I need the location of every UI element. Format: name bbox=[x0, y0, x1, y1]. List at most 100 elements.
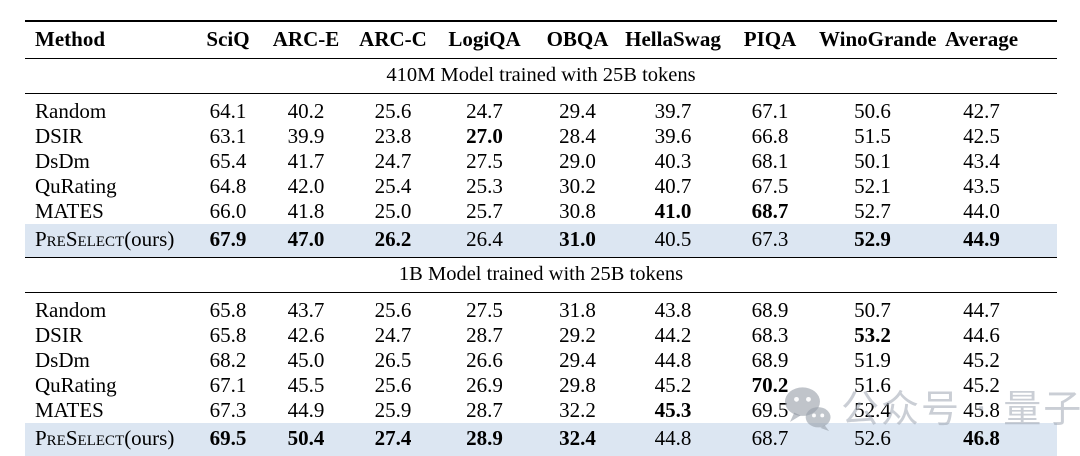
score-cell: 29.0 bbox=[559, 149, 596, 173]
score-cell: 50.1 bbox=[854, 149, 891, 173]
score-cell: 43.5 bbox=[963, 174, 1000, 198]
score-cell: 45.2 bbox=[963, 373, 1000, 397]
score-cell: 67.1 bbox=[209, 373, 247, 397]
score-cell: 42.0 bbox=[287, 174, 325, 198]
score-cell: 43.8 bbox=[654, 298, 692, 322]
score-cell: 28.7 bbox=[466, 398, 503, 422]
score-cell: 45.2 bbox=[963, 348, 1000, 372]
score-cell: 52.7 bbox=[854, 199, 891, 223]
column-header: PIQA bbox=[743, 27, 797, 51]
score-cell: 67.3 bbox=[209, 398, 247, 422]
score-cell: 65.4 bbox=[209, 149, 247, 173]
score-cell: 24.7 bbox=[374, 323, 412, 347]
score-cell: 65.8 bbox=[209, 323, 247, 347]
score-cell: 25.6 bbox=[374, 298, 412, 322]
score-cell: 50.6 bbox=[854, 99, 891, 123]
table-row: Random 65.8 43.7 25.6 27.5 31.8 43.8 68.9 50.7 44… bbox=[25, 293, 1057, 324]
score-cell: 70.2 bbox=[751, 373, 789, 397]
score-cell: 28.9 bbox=[466, 426, 503, 450]
table-row: DsDm 65.4 41.7 24.7 27.5 29.0 40.3 68.1 50.1 43.4 bbox=[25, 149, 1057, 174]
score-cell: 47.0 bbox=[287, 227, 325, 251]
score-cell: 68.9 bbox=[751, 348, 789, 372]
column-header: SciQ bbox=[206, 27, 250, 51]
score-cell: 68.7 bbox=[751, 199, 789, 223]
score-cell: 24.7 bbox=[466, 99, 503, 123]
method-name: QuRating bbox=[35, 174, 117, 198]
score-cell: 44.6 bbox=[963, 323, 1000, 347]
column-header: Average bbox=[944, 27, 1019, 51]
table-row: DSIR 63.1 39.9 23.8 27.0 28.4 39.6 66.8 51.5 42.5 bbox=[25, 124, 1057, 149]
score-cell: 52.4 bbox=[854, 398, 891, 422]
method-cell: MATES bbox=[25, 199, 191, 224]
score-cell: 51.9 bbox=[854, 348, 891, 372]
table-row: PreSelect(ours) 67.9 47.0 26.2 26.4 31.0 40.5 6… bbox=[25, 224, 1057, 258]
method-cell: QuRating bbox=[25, 373, 191, 398]
table-row: MATES 66.0 41.8 25.0 25.7 30.8 41.0 68.7 52.7 44.… bbox=[25, 199, 1057, 224]
score-cell: 26.9 bbox=[466, 373, 503, 397]
score-cell: 25.4 bbox=[374, 174, 412, 198]
score-cell: 65.8 bbox=[209, 298, 247, 322]
score-cell: 27.5 bbox=[466, 298, 503, 322]
score-cell: 52.9 bbox=[854, 227, 891, 251]
score-cell: 44.8 bbox=[654, 348, 692, 372]
score-cell: 25.9 bbox=[374, 398, 412, 422]
method-name: PreSelect bbox=[35, 227, 125, 251]
table-row: PreSelect(ours) 69.5 50.4 27.4 28.9 32.4 44.8 6… bbox=[25, 423, 1057, 456]
score-cell: 43.4 bbox=[963, 149, 1000, 173]
score-cell: 29.4 bbox=[559, 99, 596, 123]
score-cell: 25.6 bbox=[374, 99, 412, 123]
score-cell: 26.2 bbox=[374, 227, 412, 251]
score-cell: 45.5 bbox=[287, 373, 325, 397]
score-cell: 44.2 bbox=[654, 323, 692, 347]
score-cell: 27.4 bbox=[374, 426, 412, 450]
score-cell: 44.8 bbox=[654, 426, 692, 450]
score-cell: 50.4 bbox=[287, 426, 325, 450]
score-cell: 63.1 bbox=[209, 124, 247, 148]
score-cell: 25.7 bbox=[466, 199, 503, 223]
method-cell: MATES bbox=[25, 398, 191, 423]
score-cell: 32.4 bbox=[559, 426, 596, 450]
method-cell: Random bbox=[25, 293, 191, 324]
score-cell: 44.0 bbox=[963, 199, 1000, 223]
score-cell: 40.7 bbox=[654, 174, 692, 198]
table-body: 410M Model trained with 25B tokens Random… bbox=[25, 58, 1057, 456]
score-cell: 28.4 bbox=[559, 124, 596, 148]
method-cell: DSIR bbox=[25, 323, 191, 348]
score-cell: 39.9 bbox=[287, 124, 325, 148]
method-suffix: (ours) bbox=[124, 227, 175, 251]
score-cell: 64.1 bbox=[209, 99, 247, 123]
table-row: Random 64.1 40.2 25.6 24.7 29.4 39.7 67.1 50.6 42… bbox=[25, 94, 1057, 125]
method-name: Random bbox=[35, 298, 107, 322]
method-name: MATES bbox=[35, 398, 104, 422]
score-cell: 29.8 bbox=[559, 373, 596, 397]
method-name: Random bbox=[35, 99, 107, 123]
score-cell: 67.1 bbox=[751, 99, 789, 123]
score-cell: 29.4 bbox=[559, 348, 596, 372]
method-name: PreSelect bbox=[35, 426, 125, 450]
score-cell: 44.9 bbox=[963, 227, 1000, 251]
score-cell: 53.2 bbox=[854, 323, 891, 347]
score-cell: 30.2 bbox=[559, 174, 596, 198]
score-cell: 23.8 bbox=[374, 124, 412, 148]
score-cell: 39.7 bbox=[654, 99, 692, 123]
table-row: DSIR 65.8 42.6 24.7 28.7 29.2 44.2 68.3 53.2 44.6 bbox=[25, 323, 1057, 348]
score-cell: 40.3 bbox=[654, 149, 692, 173]
score-cell: 41.0 bbox=[654, 199, 692, 223]
score-cell: 39.6 bbox=[654, 124, 692, 148]
score-cell: 25.3 bbox=[466, 174, 503, 198]
score-cell: 51.5 bbox=[854, 124, 891, 148]
method-cell: Random bbox=[25, 94, 191, 125]
score-cell: 45.3 bbox=[654, 398, 692, 422]
method-suffix: (ours) bbox=[124, 426, 175, 450]
score-cell: 52.1 bbox=[854, 174, 891, 198]
score-cell: 43.7 bbox=[287, 298, 325, 322]
score-cell: 40.2 bbox=[287, 99, 325, 123]
score-cell: 42.6 bbox=[287, 323, 325, 347]
score-cell: 64.8 bbox=[209, 174, 247, 198]
score-cell: 25.0 bbox=[374, 199, 412, 223]
method-cell: QuRating bbox=[25, 174, 191, 199]
score-cell: 69.5 bbox=[209, 426, 247, 450]
score-cell: 32.2 bbox=[559, 398, 596, 422]
score-cell: 44.9 bbox=[287, 398, 325, 422]
